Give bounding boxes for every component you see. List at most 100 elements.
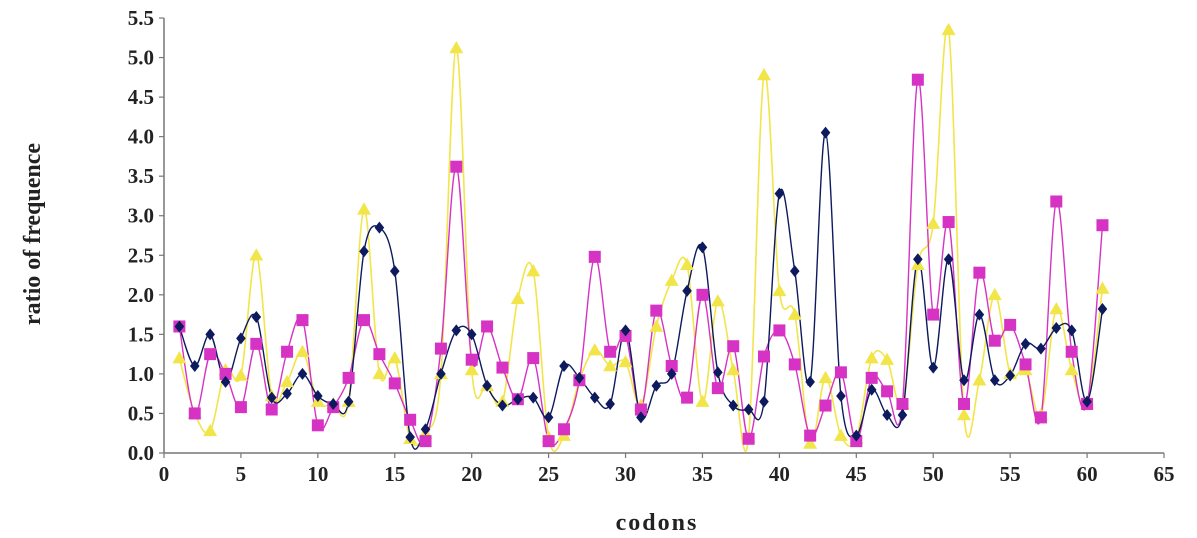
data-point-diamond [405,431,415,444]
data-point-diamond [282,387,292,400]
data-point-diamond [528,391,539,404]
x-tick-label: 45 [846,462,867,486]
data-point-triangle [926,216,941,229]
data-point-square [250,337,263,350]
data-point-diamond [589,391,600,404]
data-point-diamond [774,187,785,200]
series-markers [172,22,1110,449]
data-point-square [188,407,201,420]
data-point-square [896,397,909,410]
data-point-triangle [249,248,264,261]
data-point-square [434,342,447,355]
data-point-square [758,350,770,363]
data-point-diamond [559,360,569,372]
data-point-triangle [172,351,187,364]
data-point-triangle [987,287,1002,301]
data-point-square [804,429,817,442]
data-point-triangle [957,408,971,421]
data-point-diamond [220,375,231,388]
data-point-square [727,340,740,353]
data-point-diamond [359,245,369,258]
data-point-square [1034,411,1047,424]
data-point-diamond [420,423,431,436]
x-axis-ticks: 0 5 10 15 20 25 30 35 40 45 50 55 60 65 [159,453,1175,486]
data-point-square [988,334,1001,347]
data-point-square [973,266,986,279]
data-point-diamond [451,324,462,337]
data-point-square [711,382,724,395]
series-line-diamond [178,131,1104,450]
data-point-diamond [928,361,939,374]
x-tick-label: 55 [1000,462,1021,486]
data-point-triangle [818,370,833,384]
data-point-diamond [636,411,646,424]
x-tick-label: 40 [769,462,790,486]
data-point-diamond [1051,322,1062,335]
data-point-triangle [526,264,541,277]
data-point-diamond [666,367,677,380]
data-point-square [373,348,386,361]
data-point-square [881,385,894,398]
y-tick-label: 2.5 [128,243,154,267]
data-point-triangle [1095,281,1110,294]
data-point-triangle [464,362,479,376]
data-point-diamond [959,374,969,387]
data-point-square [358,314,370,327]
data-point-square [496,361,509,374]
data-point-square [681,391,694,404]
y-tick-label: 5.5 [128,6,154,30]
data-point-triangle [864,351,879,364]
data-point-diamond [882,409,892,422]
data-point-diamond [697,241,708,254]
data-point-triangle [233,368,248,381]
data-point-diamond [913,253,923,266]
data-point-triangle [941,22,956,36]
data-point-diamond [174,320,185,333]
data-point-square [450,160,463,173]
data-point-triangle [387,351,402,364]
data-point-square [927,308,940,321]
data-point-diamond [205,328,215,341]
data-point-diamond [1066,324,1077,337]
data-point-square [604,345,617,358]
data-point-square [219,367,232,380]
data-point-square [696,288,709,301]
data-point-diamond [374,221,385,234]
x-tick-label: 20 [461,462,482,486]
data-point-diamond [897,409,908,422]
x-axis-title: codons [616,510,699,536]
data-point-square [311,419,324,432]
data-point-diamond [805,375,815,388]
data-point-diamond [189,360,200,372]
data-point-square [404,413,417,426]
data-point-diamond [251,310,262,323]
data-point-diamond [389,265,400,278]
data-point-square [865,371,878,384]
data-point-triangle [972,373,987,386]
data-point-square [558,423,570,436]
data-point-diamond [974,308,985,321]
y-axis-ticks: 0.0 0.5 1.0 1.5 2.0 2.5 3.0 3.5 4.0 4.5 5.0 5.5 [128,6,164,465]
data-point-diamond [759,395,769,408]
data-point-square [1096,219,1109,232]
data-point-square [834,366,847,379]
data-point-triangle [280,374,295,388]
data-point-square [1004,318,1017,331]
data-point-diamond [1020,337,1031,350]
data-point-square [788,358,801,371]
y-tick-label: 4.5 [128,85,154,109]
data-point-square [465,353,478,366]
data-point-triangle [757,67,771,81]
y-tick-label: 0.5 [128,401,154,425]
data-point-triangle [1064,362,1079,376]
data-point-square [911,73,924,86]
data-point-square [265,403,278,416]
data-point-triangle [510,291,525,305]
data-point-square [234,401,247,414]
data-point-triangle [664,273,679,286]
x-tick-label: 10 [307,462,328,486]
data-point-triangle [618,355,633,368]
x-tick-label: 35 [692,462,713,486]
series-lines [178,25,1104,453]
data-point-square [1050,195,1063,208]
